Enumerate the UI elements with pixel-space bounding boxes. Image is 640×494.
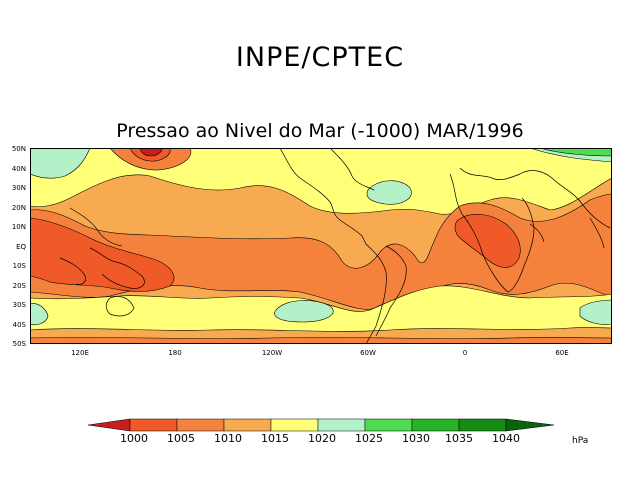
colorbar-label-1035: 1035	[445, 432, 473, 445]
lon-label-120w: 120W	[261, 349, 283, 357]
lat-label-30n: 30N	[11, 184, 26, 192]
colorbar-1035-1040	[458, 418, 507, 432]
pressure-map	[30, 148, 612, 344]
lon-label-180: 180	[168, 349, 182, 357]
coastlines	[59, 148, 611, 344]
colorbar-label-1000: 1000	[120, 432, 148, 445]
units-label: hPa	[572, 436, 589, 446]
pressure-band-1020-1025-azores	[366, 180, 412, 205]
lat-label-10s: 10S	[12, 262, 26, 270]
lat-label-10n: 10N	[11, 223, 26, 231]
colorbar-lt1000	[88, 418, 131, 432]
pressure-band-lt1000-aleutian	[139, 148, 163, 157]
lat-label-40s: 40S	[12, 320, 26, 329]
colorbar-1010-1015	[223, 418, 272, 432]
colorbar-label-1020: 1020	[308, 432, 336, 445]
colorbar-1000-1005	[129, 418, 178, 432]
colorbar-1015-1020	[270, 418, 319, 432]
colorbar-label-1015: 1015	[261, 432, 289, 445]
lon-label-60e: 60E	[555, 349, 569, 357]
colorbar-1020-1025	[317, 418, 366, 432]
colorbar-label-1010: 1010	[214, 432, 242, 445]
pressure-band-1005-1010-southern-ocean	[30, 337, 612, 344]
lat-label-40n: 40N	[11, 164, 26, 173]
pressure-band-1020-1025-south-pacific	[274, 300, 334, 323]
colorbar-label-1030: 1030	[402, 432, 430, 445]
pressure-band-1020-1025-south-west	[30, 303, 49, 326]
colorbar-label-1025: 1025	[355, 432, 383, 445]
colorbar-1005-1010	[176, 418, 225, 432]
lat-label-50s: 50S	[12, 340, 26, 348]
pressure-band-1020-1025-north	[30, 148, 91, 179]
colorbar-1025-1030	[364, 418, 413, 432]
lon-label-0: 0	[462, 349, 468, 357]
map-subtitle: Pressao ao Nivel do Mar (-1000) MAR/1996	[116, 120, 524, 142]
colorbar-1030-1035	[411, 418, 460, 432]
lon-label-120e: 120E	[71, 349, 89, 357]
lat-label-eq: EQ	[16, 242, 26, 251]
lon-label-60w: 60W	[360, 349, 376, 357]
lat-label-20n: 20N	[11, 203, 26, 212]
main-title: INPE/CPTEC	[235, 42, 405, 73]
lat-label-20s: 20S	[12, 281, 26, 290]
lat-label-30s: 30S	[12, 301, 26, 309]
colorbar-label-1005: 1005	[167, 432, 195, 445]
lat-label-50n: 50N	[11, 145, 26, 153]
colorbar-label-1040: 1040	[492, 432, 520, 445]
colorbar-gt1040	[505, 418, 555, 432]
pressure-band-1020-1025-south-indian	[579, 299, 612, 325]
colorbar	[88, 418, 555, 432]
